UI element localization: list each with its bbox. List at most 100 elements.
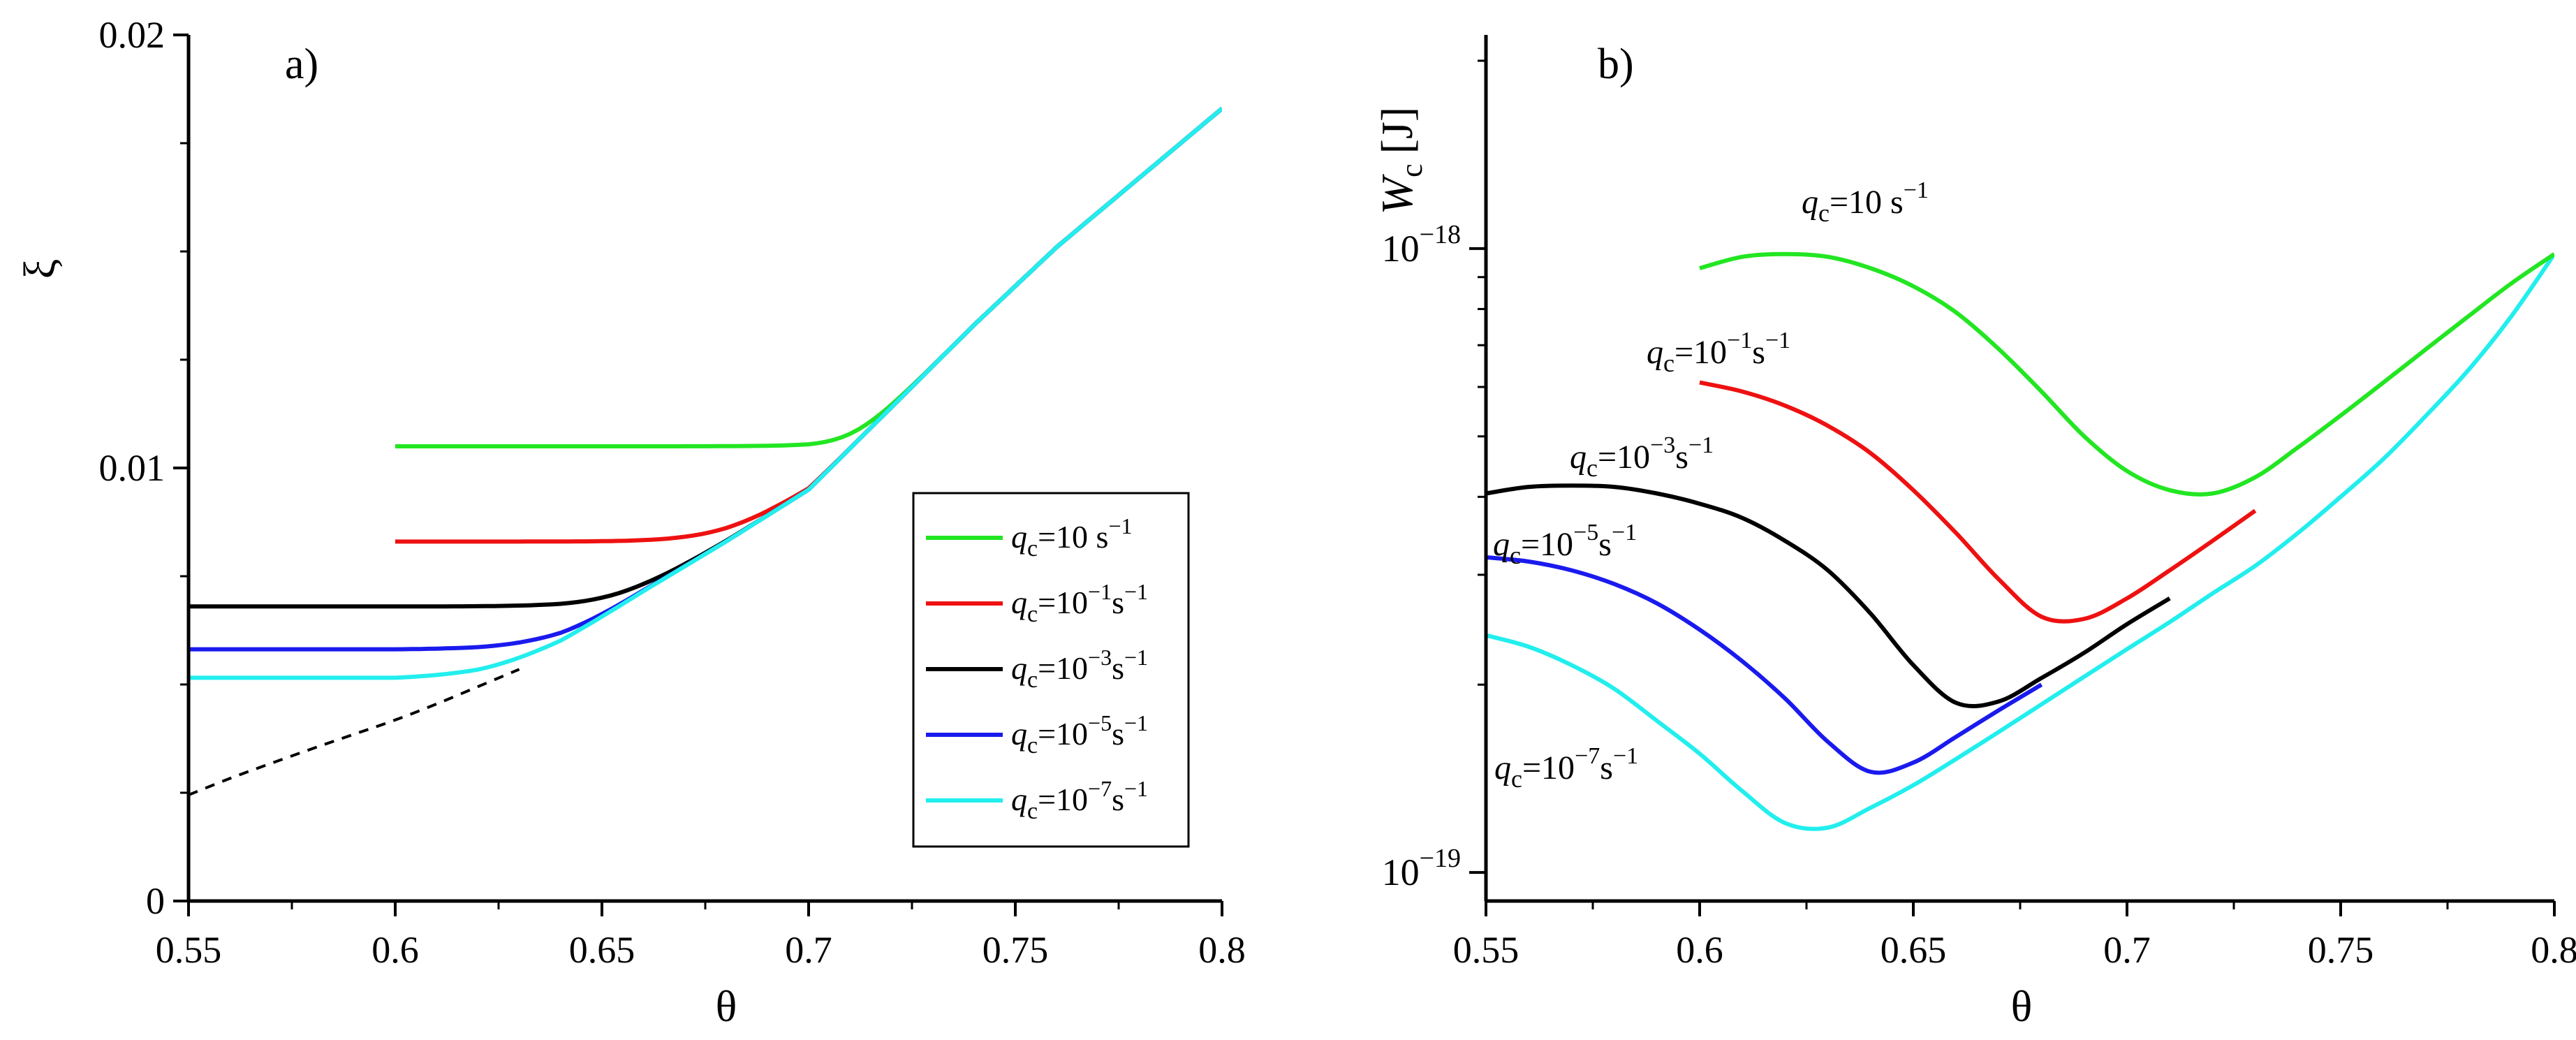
panel-b-y-title-sub: c	[1394, 163, 1429, 177]
panel-b-curve-label: qc=10−5s−1	[1493, 520, 1637, 569]
panel-a-y-tick-label: 0.02	[99, 14, 165, 56]
panel-a-y-title: ξ	[15, 259, 64, 279]
panel-b-curve-label-eq: =10	[1522, 749, 1575, 786]
panel-a-envelope-dashed	[189, 668, 520, 796]
legend-label-sup: −1	[1124, 645, 1148, 670]
legend-label-unit: s	[1112, 650, 1124, 686]
legend-label-sup: −7	[1088, 776, 1112, 801]
legend-label-sub: c	[1027, 536, 1038, 562]
panel-b-y-tick-exp: −19	[1420, 844, 1461, 873]
panel-b-curve-label-sup: −1	[1612, 520, 1637, 545]
legend-label-q: q	[1011, 650, 1027, 686]
legend-label-q: q	[1011, 716, 1027, 752]
panel-b-curve-label-sup: −1	[1688, 432, 1714, 458]
legend-label-eq: =10	[1038, 716, 1088, 752]
panel-a: 0.55 0.6 0.65 0.7 0.75 0.8 0 0.01 0.02 a) θ ξ q…	[15, 14, 1246, 1031]
panel-a-x-tick-label: 0.6	[371, 929, 419, 971]
panel-a-series-line	[395, 107, 1222, 544]
panel-b-x-tick-label: 0.7	[2103, 929, 2151, 971]
panel-a-legend: qc=10 s−1qc=10−1s−1qc=10−3s−1qc=10−5s−1q…	[912, 492, 1190, 848]
panel-b-x-ticks: 0.55 0.6 0.65 0.7 0.75 0.8	[1453, 901, 2576, 971]
panel-b-y-tick-exp: −18	[1420, 220, 1461, 249]
panel-a-x-tick-label: 0.7	[785, 929, 832, 971]
legend-label-sub: c	[1027, 601, 1038, 627]
legend-label: qc=10−3s−1	[1011, 645, 1148, 693]
panel-b-curve-label: qc=10 s−1	[1802, 177, 1929, 227]
panel-b-curve-label-sub: c	[1663, 349, 1675, 377]
legend-label-sup: −1	[1088, 579, 1112, 604]
legend-label-sup: −1	[1124, 579, 1148, 604]
panel-b-curve-label-sub: c	[1587, 454, 1598, 482]
panel-a-x-tick-label: 0.8	[1198, 929, 1246, 971]
panel-b-y-title-unit: [J]	[1372, 107, 1422, 154]
legend-label-unit: s	[1112, 782, 1124, 817]
panel-b-curve-label-unit: s	[1598, 526, 1612, 563]
panel-b-curve-label-unit: s	[1675, 439, 1688, 476]
panel-b-y-tick-base: 10	[1382, 851, 1420, 893]
panel-a-x-ticks: 0.55 0.6 0.65 0.7 0.75 0.8	[156, 901, 1246, 971]
panel-b-label: b)	[1598, 41, 1634, 88]
legend-label-unit: s	[1112, 585, 1124, 620]
legend-label-sup: −1	[1124, 776, 1148, 801]
legend-label: qc=10−5s−1	[1011, 710, 1148, 759]
legend-label-eq: =10 s	[1038, 519, 1108, 555]
panel-b-curve-label-q: q	[1494, 749, 1511, 786]
panel-a-y-ticks: 0 0.01 0.02	[99, 14, 189, 922]
legend-box	[912, 492, 1190, 848]
panel-b-series-line	[1486, 252, 2554, 831]
legend-label-unit: s	[1112, 716, 1124, 752]
panel-b-curve-label-sup: −1	[1727, 328, 1752, 353]
panel-b-y-tick-base: 10	[1382, 228, 1420, 270]
panel-b-series-line	[1699, 380, 2257, 624]
legend-label-eq: =10	[1038, 650, 1088, 686]
panel-b-curve-label-unit: s	[1600, 749, 1613, 786]
panel-b-curve-label-sup: −1	[1613, 743, 1638, 769]
panel-b-x-title: θ	[2011, 981, 2033, 1031]
panel-b-y-tick-label: 10−18	[1382, 220, 1461, 270]
panel-b-x-tick-label: 0.65	[1881, 929, 1947, 971]
panel-a-label: a)	[285, 41, 318, 88]
panel-a-y-tick-label: 0.01	[99, 447, 165, 489]
legend-label-sub: c	[1027, 733, 1038, 759]
panel-b-curve-label-sup: −3	[1650, 432, 1675, 458]
panel-a-x-tick-label: 0.55	[156, 929, 222, 971]
panel-b-curve-label-unit: s	[1752, 334, 1765, 371]
panel-a-y-tick-label: 0	[146, 880, 165, 922]
panel-b-curve-label-sup: −1	[1904, 177, 1929, 203]
legend-label-eq: =10	[1038, 782, 1088, 817]
panel-b-series-line	[1486, 483, 2171, 708]
panel-b-curve-label-eq: =10 s	[1830, 184, 1904, 221]
panel-b-curve-label-eq: =10	[1598, 439, 1650, 476]
panel-b-curve-label: qc=10−7s−1	[1494, 743, 1638, 793]
legend-label: qc=10 s−1	[1011, 513, 1132, 562]
panel-b-x-tick-label: 0.8	[2531, 929, 2576, 971]
panel-b-curve-label-sub: c	[1511, 765, 1522, 793]
legend-label: qc=10−7s−1	[1011, 776, 1148, 824]
panel-b-series	[1486, 251, 2554, 831]
panel-b-curve-label-eq: =10	[1675, 334, 1727, 371]
legend-label-sup: −3	[1088, 645, 1112, 670]
panel-b-curve-label: qc=10−1s−1	[1647, 328, 1790, 377]
legend-label-q: q	[1011, 585, 1027, 620]
panel-b-x-tick-label: 0.55	[1453, 929, 1519, 971]
panel-b-series-line	[1699, 251, 2554, 497]
panel-b-curve-label: qc=10−3s−1	[1570, 432, 1714, 482]
panel-a-x-tick-label: 0.65	[569, 929, 635, 971]
legend-label-q: q	[1011, 782, 1027, 817]
legend-label-sub: c	[1027, 667, 1038, 693]
legend-label-sup: −1	[1124, 710, 1148, 735]
panel-b-y-title: Wc [J]	[1372, 107, 1429, 214]
panel-b-annotations: qc=10 s−1qc=10−1s−1qc=10−3s−1qc=10−5s−1q…	[1493, 177, 1929, 793]
panel-b-curve-label-sup: −5	[1573, 520, 1598, 545]
panel-b-curve-label-sup: −7	[1575, 743, 1600, 769]
panel-a-series-line	[395, 107, 1222, 448]
panel-b-curve-label-sup: −1	[1765, 328, 1790, 353]
svg-text:Wc[J]: Wc [J]	[1372, 107, 1429, 214]
legend-label-sup: −5	[1088, 710, 1112, 735]
legend-label: qc=10−1s−1	[1011, 579, 1148, 627]
legend-label-eq: =10	[1038, 585, 1088, 620]
panel-b-y-title-main: W	[1372, 173, 1422, 214]
panel-a-x-tick-label: 0.75	[982, 929, 1049, 971]
